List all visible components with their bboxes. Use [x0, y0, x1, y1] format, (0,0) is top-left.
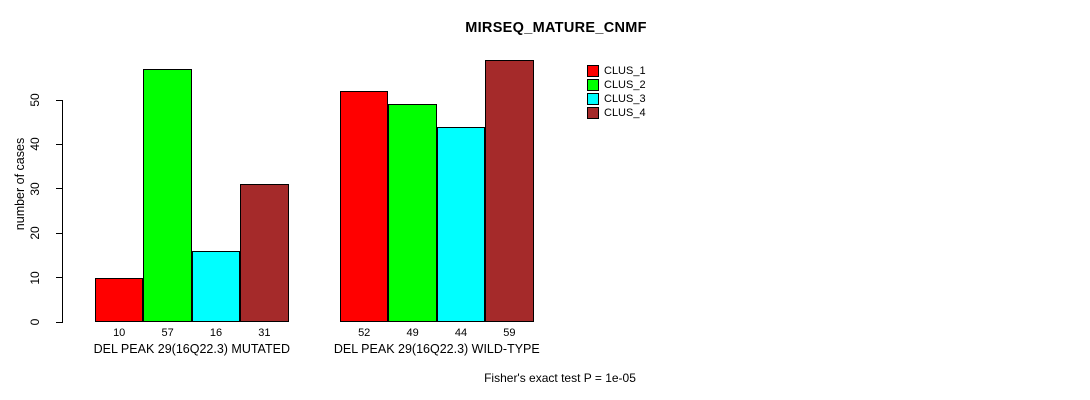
bar-value-label: 44 — [454, 327, 468, 339]
y-tick-mark — [56, 143, 63, 145]
y-axis-line — [62, 100, 63, 323]
legend-label-clus_2: CLUS_2 — [604, 79, 646, 91]
legend-swatch-clus_3 — [587, 93, 599, 105]
y-tick-label: 10 — [28, 270, 42, 285]
bar-value-label: 59 — [503, 327, 516, 339]
bar-clus_4-group1 — [240, 184, 289, 322]
legend-swatch-clus_2 — [587, 79, 599, 91]
y-tick-mark — [56, 232, 63, 234]
bar-value-label: 10 — [113, 327, 126, 339]
y-tick-label: 30 — [28, 182, 42, 196]
y-tick-mark — [56, 277, 63, 279]
bar-value-label: 52 — [358, 327, 371, 339]
y-tick-label: 40 — [28, 137, 42, 152]
bar-clus_1-group1 — [95, 277, 144, 322]
bar-clus_1-group2 — [340, 91, 389, 322]
chart-title: MIRSEQ_MATURE_CNMF — [465, 20, 647, 36]
y-tick-label: 50 — [28, 93, 42, 107]
legend-swatch-clus_4 — [587, 107, 599, 119]
bar-value-label: 16 — [209, 327, 223, 339]
bar-clus_2-group2 — [388, 104, 437, 322]
group-label: DEL PEAK 29(16Q22.3) WILD-TYPE — [333, 342, 540, 356]
y-tick-label: 20 — [28, 226, 42, 240]
legend-label-clus_3: CLUS_3 — [604, 93, 646, 105]
legend-swatch-clus_1 — [587, 65, 599, 77]
y-axis-label: number of cases — [13, 137, 27, 231]
legend-label-clus_4: CLUS_4 — [604, 107, 646, 119]
bar-value-label: 57 — [161, 327, 174, 339]
bar-value-label: 31 — [258, 327, 271, 339]
y-tick-mark — [56, 99, 63, 101]
bar-value-label: 49 — [406, 327, 419, 339]
y-tick-mark — [56, 188, 63, 190]
y-tick-mark — [56, 321, 63, 323]
bar-clus_3-group1 — [191, 250, 241, 322]
legend-label-clus_1: CLUS_1 — [604, 65, 646, 77]
bar-clus_3-group2 — [436, 126, 486, 322]
bar-clus_4-group2 — [485, 60, 534, 322]
y-tick-label: 0 — [28, 318, 42, 326]
bar-clus_2-group1 — [143, 68, 192, 322]
annotation-text: Fisher's exact test P = 1e-05 — [484, 371, 636, 385]
group-label: DEL PEAK 29(16Q22.3) MUTATED — [93, 342, 290, 356]
